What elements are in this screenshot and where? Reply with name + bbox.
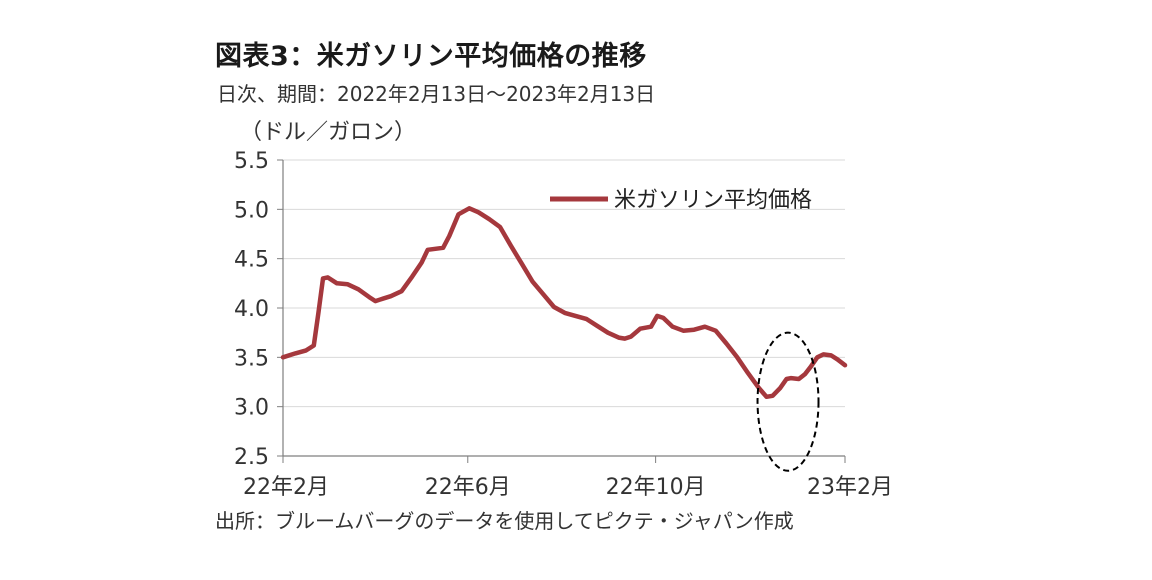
y-tick-label: 3.5 xyxy=(234,346,269,371)
y-tick-label: 2.5 xyxy=(234,445,269,470)
gridlines xyxy=(283,159,845,408)
x-tick-label: 22年6月 xyxy=(425,475,511,500)
legend: 米ガソリン平均価格 xyxy=(550,188,812,213)
dashed-ellipse-annotation xyxy=(756,331,820,472)
y-axis-ticks: 5.5 5.0 4.5 4.0 3.5 3.0 2.5 xyxy=(234,149,269,470)
y-tick-label: 5.5 xyxy=(234,149,269,174)
y-tick-label: 5.0 xyxy=(234,198,269,223)
x-tick-label: 22年2月 xyxy=(243,475,329,500)
y-tick-label: 4.5 xyxy=(234,248,269,273)
series-lines xyxy=(280,206,848,400)
x-axis-ticks: 22年2月 22年6月 22年10月 23年2月 xyxy=(243,475,893,500)
series-line-0 xyxy=(280,206,848,400)
x-tick-label: 23年2月 xyxy=(807,475,893,500)
y-tick-label: 3.0 xyxy=(234,396,269,421)
x-tick-label: 22年10月 xyxy=(606,475,706,500)
source-note: 出所：ブルームバーグのデータを使用してピクテ・ジャパン作成 xyxy=(215,509,794,533)
axes xyxy=(277,159,846,463)
y-axis-unit-label: （ドル／ガロン） xyxy=(240,120,417,145)
annotations xyxy=(756,331,820,472)
chart-title: 図表3：米ガソリン平均価格の推移 xyxy=(215,41,647,72)
legend-label: 米ガソリン平均価格 xyxy=(614,188,812,213)
y-tick-label: 4.0 xyxy=(234,297,269,322)
chart-subtitle: 日次、期間：2022年2月13日～2023年2月13日 xyxy=(217,82,656,106)
